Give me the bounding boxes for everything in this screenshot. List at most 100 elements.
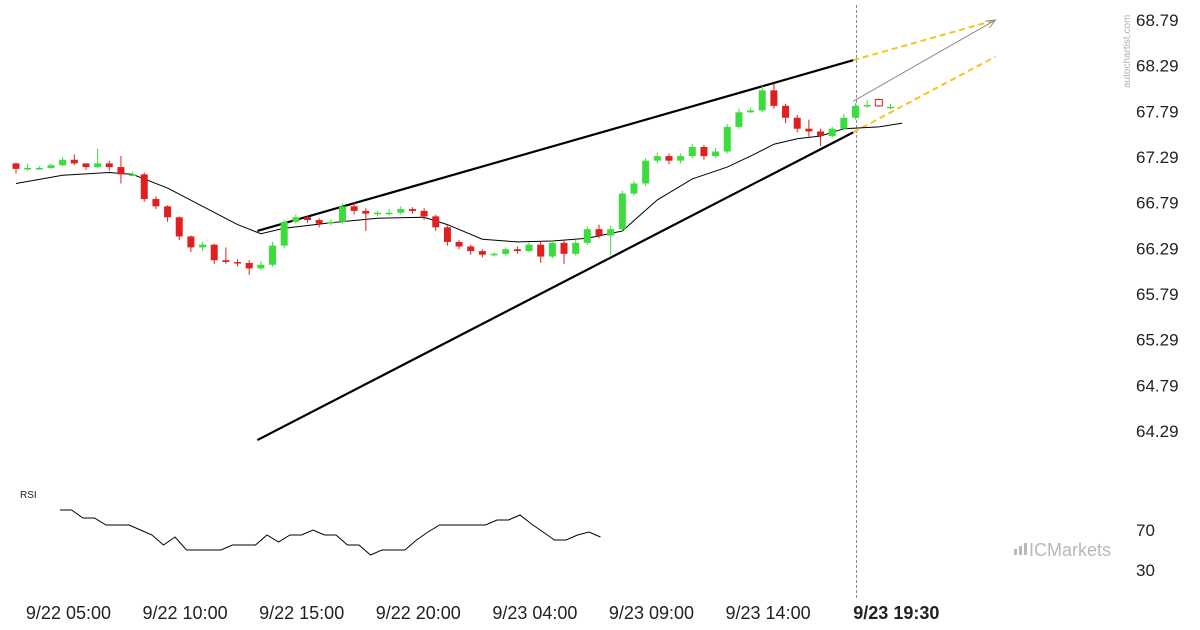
candle <box>607 225 615 255</box>
candle <box>782 104 790 124</box>
candle <box>817 128 825 147</box>
time-tick-label: 9/22 10:00 <box>143 603 228 623</box>
candle <box>35 166 43 170</box>
candle <box>350 201 358 215</box>
candle <box>408 207 416 214</box>
time-axis: 9/22 05:00 9/22 10:00 9/22 15:00 9/22 20:00… <box>26 603 939 623</box>
candle <box>712 147 720 158</box>
candle <box>338 203 346 224</box>
candle <box>537 241 545 263</box>
time-tick-label: 9/22 05:00 <box>26 603 111 623</box>
candle <box>618 190 626 232</box>
candle <box>140 172 148 202</box>
candle <box>432 214 440 231</box>
candle <box>385 209 393 216</box>
candle <box>210 243 218 264</box>
price-tick-label: 68.79 <box>1136 11 1179 30</box>
candle <box>525 241 533 252</box>
candle <box>199 241 207 252</box>
candle <box>840 114 848 131</box>
candle <box>257 261 265 271</box>
candle <box>653 152 661 164</box>
candle <box>700 145 708 160</box>
candle <box>373 210 381 217</box>
candle <box>548 240 556 259</box>
candle <box>467 244 475 255</box>
lower-projection <box>852 55 996 134</box>
candle <box>94 148 102 168</box>
candle <box>560 240 568 264</box>
candle <box>828 126 836 138</box>
candle <box>595 224 603 239</box>
forecast-arrow-head <box>985 19 997 29</box>
forecast-arrow <box>852 19 996 102</box>
candle <box>863 100 871 108</box>
candle <box>82 163 90 170</box>
brand-logo: ICMarkets <box>1014 540 1111 560</box>
candle <box>397 206 405 215</box>
price-axis: 68.79 68.29 67.79 67.29 66.79 66.29 65.79 65.29… <box>1136 11 1179 441</box>
candle <box>502 247 510 256</box>
bar-chart-icon <box>1014 543 1027 555</box>
price-tick-label: 65.29 <box>1136 331 1179 350</box>
rsi-line <box>60 509 601 556</box>
candle <box>455 240 463 250</box>
candle <box>490 251 498 257</box>
candle <box>805 119 813 138</box>
candle <box>852 103 860 120</box>
candle <box>24 163 32 171</box>
candle <box>59 157 67 167</box>
candle <box>630 180 638 196</box>
rsi-panel: 70 30 <box>60 509 1155 580</box>
candle <box>688 144 696 158</box>
time-tick-label: 9/23 19:30 <box>853 603 939 623</box>
time-tick-label: 9/23 04:00 <box>492 603 577 623</box>
candle <box>117 156 125 184</box>
upper-projection <box>852 19 996 62</box>
lower-trendline <box>256 131 854 442</box>
price-tick-label: 64.79 <box>1136 376 1179 395</box>
price-tick-label: 68.29 <box>1136 57 1179 76</box>
candle <box>770 83 778 109</box>
candle <box>362 208 370 231</box>
candle <box>47 163 55 169</box>
candle <box>572 240 580 256</box>
price-tick-label: 67.29 <box>1136 148 1179 167</box>
candle <box>735 108 743 129</box>
candle <box>513 246 521 254</box>
time-tick-label: 9/22 15:00 <box>259 603 344 623</box>
candle <box>478 249 486 258</box>
candle <box>642 157 650 187</box>
candle <box>70 154 78 166</box>
candle <box>723 124 731 154</box>
candle <box>327 219 335 226</box>
candle <box>793 115 801 133</box>
candle <box>105 160 113 171</box>
time-tick-label: 9/22 20:00 <box>376 603 461 623</box>
candle <box>12 162 20 174</box>
price-tick-label: 65.79 <box>1136 285 1179 304</box>
candle <box>292 214 300 224</box>
candle <box>420 208 428 221</box>
candle <box>304 215 311 223</box>
watermark: autochartist.com <box>1122 15 1133 88</box>
candle <box>164 205 172 222</box>
candle <box>222 247 230 264</box>
moving-average-line <box>15 122 903 243</box>
candle <box>677 153 685 164</box>
candle <box>152 196 160 210</box>
price-tick-label: 66.79 <box>1136 194 1179 213</box>
candle <box>747 107 755 114</box>
candle <box>583 226 591 245</box>
price-tick-label: 67.79 <box>1136 102 1179 121</box>
candle <box>443 225 451 246</box>
candle <box>269 241 277 267</box>
candle <box>234 259 242 267</box>
candle <box>887 104 894 110</box>
candles-layer <box>12 83 894 275</box>
candle <box>245 260 253 275</box>
brand-logo-text: ICMarkets <box>1029 540 1111 560</box>
price-tick-label: 66.29 <box>1136 239 1179 258</box>
candle <box>129 171 137 177</box>
